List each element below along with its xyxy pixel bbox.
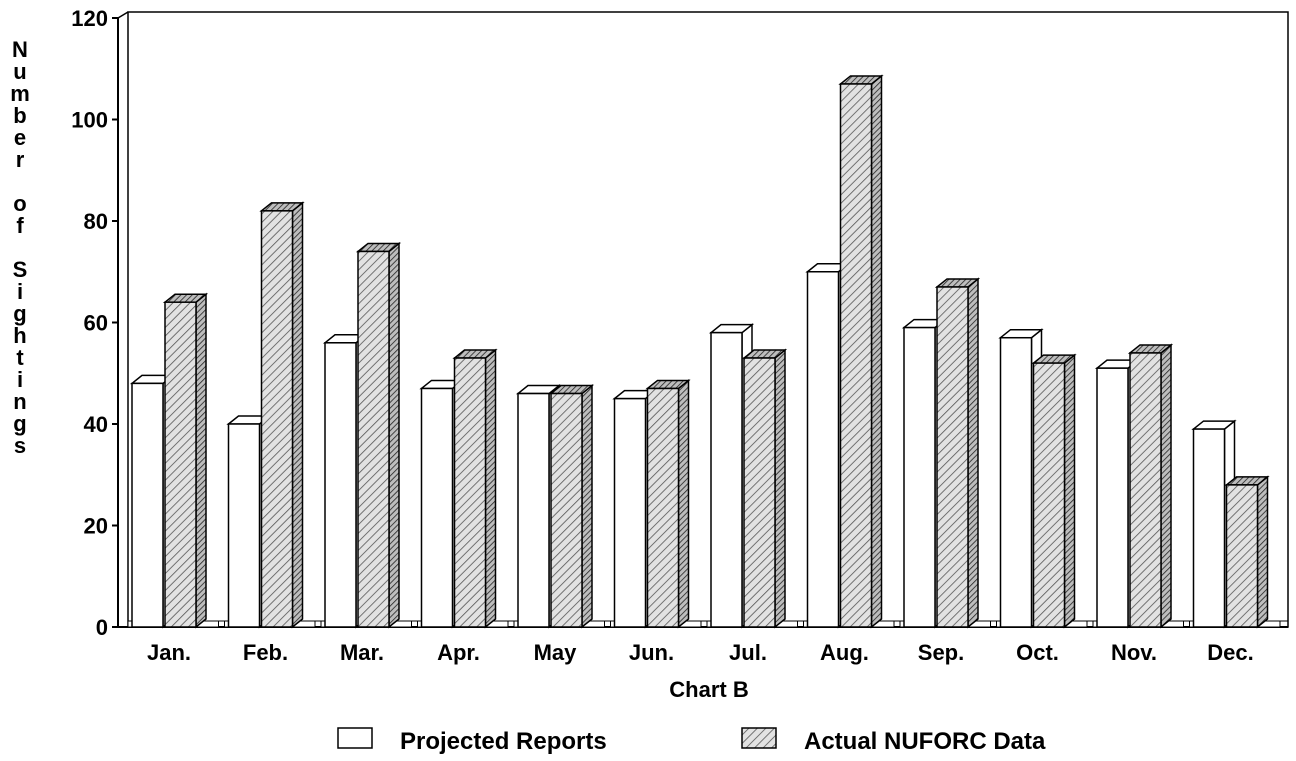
x-tick-label: Oct.	[1016, 640, 1059, 665]
y-axis-title-letter: S	[13, 257, 28, 282]
bar-front	[357, 250, 390, 628]
y-axis-title-letter: m	[10, 81, 30, 106]
x-tick-label: Nov.	[1111, 640, 1157, 665]
bar-front	[1225, 484, 1259, 628]
y-tick-label: 0	[96, 615, 108, 640]
bar-front	[324, 342, 357, 628]
bar-actual-0	[162, 292, 209, 629]
x-axis-title: Chart B	[669, 677, 748, 702]
y-axis-title-letter: i	[17, 279, 23, 304]
bar-front	[903, 326, 936, 628]
y-axis-title-letter: t	[16, 345, 24, 370]
y-axis-title-letter: i	[17, 367, 23, 392]
y-tick-label: 120	[71, 6, 108, 31]
bar-actual-2	[355, 241, 402, 629]
y-axis-title-letter: N	[12, 37, 28, 62]
bar-side	[484, 348, 497, 629]
x-tick-label: Dec.	[1207, 640, 1253, 665]
bar-front	[131, 382, 164, 628]
bar-front	[710, 331, 743, 628]
bar-front	[227, 423, 261, 628]
x-tick-label: Feb.	[243, 640, 288, 665]
bar-side	[677, 378, 690, 629]
bar-front	[260, 210, 294, 628]
bar-actual-9	[1031, 353, 1077, 629]
bar-side	[1063, 353, 1076, 629]
bar-actual-5	[645, 378, 691, 629]
bars	[127, 74, 1281, 629]
x-tick-label: Aug.	[820, 640, 869, 665]
y-axis-title-letter: u	[13, 59, 26, 84]
x-tick-label: Apr.	[437, 640, 480, 665]
y-axis-title-letter: f	[16, 213, 24, 238]
bar-actual-8	[934, 277, 981, 629]
bar-front	[517, 392, 550, 628]
bar-front	[839, 83, 873, 628]
y-tick-label: 60	[84, 311, 108, 336]
y-tick-label: 100	[71, 108, 108, 133]
bar-side	[1256, 475, 1269, 629]
bar-side	[774, 348, 786, 629]
x-tick-label: Jun.	[629, 640, 674, 665]
bar-actual-11	[1224, 475, 1270, 629]
bar-front	[743, 357, 776, 628]
y-axis-title-letter: g	[13, 301, 26, 326]
x-tick-label: May	[534, 640, 578, 665]
bar-side	[870, 74, 883, 629]
y-axis-title-letter: g	[13, 411, 26, 436]
x-tick-label: Sep.	[918, 640, 964, 665]
bar-front	[999, 336, 1033, 628]
x-tick-label: Mar.	[340, 640, 384, 665]
y-axis-title-letter: e	[14, 125, 26, 150]
bar-actual-10	[1127, 343, 1174, 629]
bar-front	[164, 301, 197, 628]
y-tick-label: 80	[84, 209, 108, 234]
legend-label: Projected Reports	[400, 728, 607, 755]
y-axis-title-letter: r	[16, 147, 25, 172]
bar-actual-6	[741, 348, 788, 629]
y-axis-title-letter: h	[13, 323, 26, 348]
bar-front	[936, 286, 969, 628]
bar-front	[806, 271, 840, 628]
legend: Projected Reports Actual NUFORC Data	[337, 727, 1046, 755]
bar-front	[1096, 367, 1129, 628]
x-tick-label: Jul.	[729, 640, 767, 665]
bar-side	[388, 241, 400, 629]
legend-swatch	[741, 727, 777, 749]
bar-front	[1192, 428, 1226, 628]
legend-swatch	[337, 727, 373, 749]
bar-front	[550, 392, 583, 628]
bar-side	[967, 277, 979, 629]
y-axis: 0 20 40 60 80 100 120	[71, 6, 119, 640]
y-axis-title-letter: s	[14, 433, 26, 458]
y-axis-title-letter: b	[13, 103, 26, 128]
bar-front	[613, 397, 647, 628]
y-axis-title-letter: n	[13, 389, 26, 414]
bar-front	[1129, 352, 1162, 628]
bar-actual-7	[838, 74, 884, 629]
y-tick-label: 20	[84, 514, 108, 539]
bar-side	[1160, 343, 1172, 629]
bar-side	[291, 201, 304, 629]
bar-side	[581, 383, 593, 629]
legend-label: Actual NUFORC Data	[804, 728, 1046, 755]
bar-front	[646, 387, 680, 628]
bar-front	[1032, 362, 1066, 628]
y-axis-title-letter: o	[13, 191, 26, 216]
bar-actual-1	[259, 201, 305, 629]
bar-front	[453, 357, 487, 628]
y-tick-label: 40	[84, 412, 108, 437]
bar-actual-3	[452, 348, 498, 629]
bar-actual-4	[548, 383, 595, 629]
bar-front	[420, 387, 454, 628]
bar-side	[195, 292, 207, 629]
x-tick-label: Jan.	[147, 640, 191, 665]
plot-corner-line	[117, 11, 129, 19]
x-axis: Jan. Feb. Mar. Apr. May Jun. Jul. Aug. Sep. Oct. N…	[147, 640, 1254, 665]
